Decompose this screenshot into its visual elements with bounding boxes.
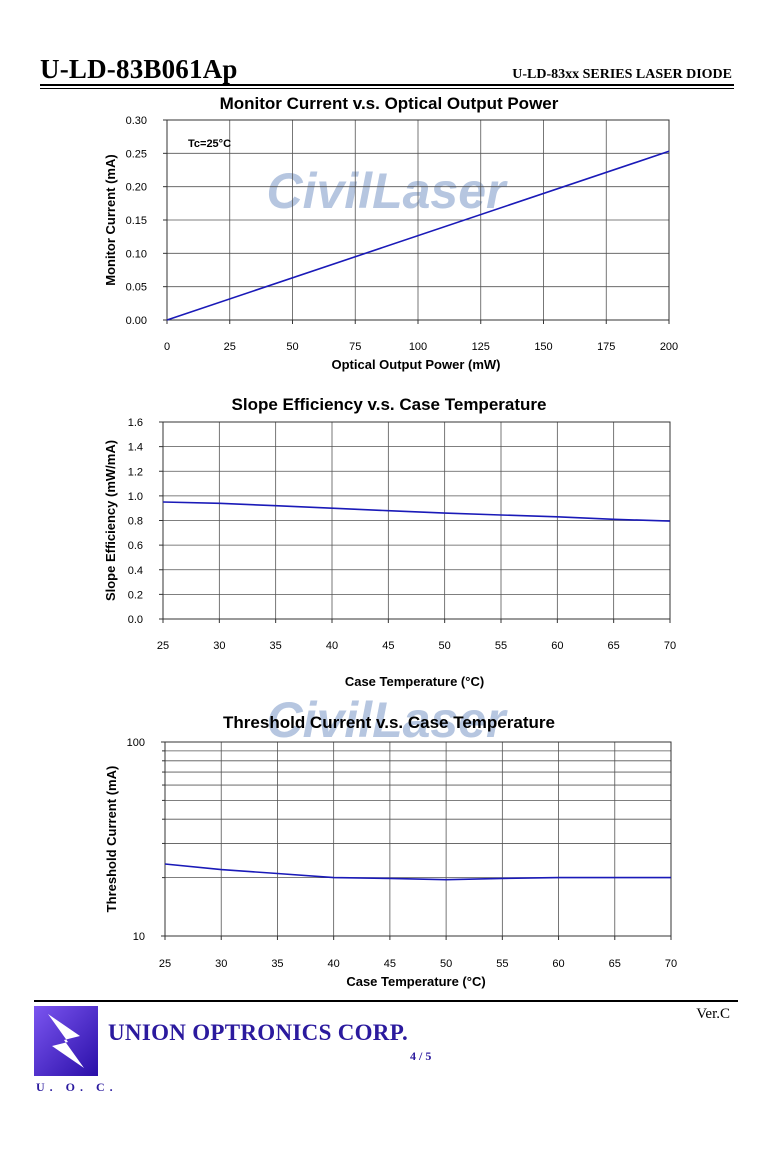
chart-title: Threshold Current v.s. Case Temperature xyxy=(223,713,555,732)
x-tick-label: 200 xyxy=(660,341,678,353)
x-tick-label: 50 xyxy=(286,341,298,353)
watermark-text: CivilLaser xyxy=(266,163,508,219)
x-tick-label: 65 xyxy=(608,640,620,652)
x-tick-label: 175 xyxy=(597,341,615,353)
x-tick-label: 25 xyxy=(159,958,171,970)
logo-text: U. O. C. xyxy=(36,1080,118,1094)
x-tick-label: 125 xyxy=(472,341,490,353)
x-tick-label: 45 xyxy=(384,958,396,970)
x-tick-label: 100 xyxy=(409,341,427,353)
x-tick-label: 150 xyxy=(534,341,552,353)
y-tick-label: 100 xyxy=(127,737,145,749)
page-number: 4 / 5 xyxy=(410,1049,432,1063)
grid xyxy=(166,119,670,321)
y-tick-label: 1.2 xyxy=(128,466,143,478)
x-axis-label: Case Temperature (°C) xyxy=(346,974,485,989)
y-tick-label: 0.25 xyxy=(126,148,147,160)
document-model-title: U-LD-83B061Ap xyxy=(40,54,238,84)
y-tick-label: 1.4 xyxy=(128,442,143,454)
company-name: UNION OPTRONICS CORP. xyxy=(108,1020,409,1045)
slope-efficiency-chart: 25 30 35 40 45 50 55 60 65 70 0.0 0.2 0.4 0.6 0.8 1.0 1.… xyxy=(103,395,676,689)
y-axis-label: Threshold Current (mA) xyxy=(104,766,119,913)
x-tick-label: 40 xyxy=(328,958,340,970)
x-tick-label: 60 xyxy=(551,640,563,652)
x-tick-label: 55 xyxy=(495,640,507,652)
chart-title: Monitor Current v.s. Optical Output Powe… xyxy=(220,94,559,113)
x-tick-label: 45 xyxy=(382,640,394,652)
y-tick-label: 0.8 xyxy=(128,516,143,528)
x-axis-label: Case Temperature (°C) xyxy=(345,674,484,689)
version-label: Ver.C xyxy=(696,1006,730,1022)
y-tick-label: 0.0 xyxy=(128,614,143,626)
y-tick-label: 0.20 xyxy=(126,182,147,194)
x-axis-label: Optical Output Power (mW) xyxy=(332,357,501,372)
series-line xyxy=(166,150,670,321)
y-tick-label: 0.30 xyxy=(126,115,147,127)
y-tick-label: 0.15 xyxy=(126,215,147,227)
x-tick-label: 40 xyxy=(326,640,338,652)
y-tick-label: 0.2 xyxy=(128,589,143,601)
condition-annotation: Tc=25°C xyxy=(188,138,231,150)
y-tick-label: 1.0 xyxy=(128,491,143,503)
series-line xyxy=(162,501,671,522)
series-line xyxy=(164,863,671,881)
y-tick-label: 0.10 xyxy=(126,248,147,260)
x-tick-label: 50 xyxy=(440,958,452,970)
x-tick-label: 70 xyxy=(664,640,676,652)
x-tick-label: 50 xyxy=(439,640,451,652)
x-tick-label: 60 xyxy=(552,958,564,970)
footer-rule xyxy=(34,1000,738,1002)
threshold-current-chart: CivilLaser 25 30 35 40 45 50 55 60 65 70 10 100 Thres… xyxy=(104,692,677,989)
grid xyxy=(162,421,671,620)
plot-frame xyxy=(164,741,672,937)
document-series-title: U-LD-83xx SERIES LASER DIODE xyxy=(512,67,732,82)
x-tick-label: 25 xyxy=(224,341,236,353)
grid xyxy=(164,741,672,937)
x-tick-label: 55 xyxy=(496,958,508,970)
x-tick-label: 25 xyxy=(157,640,169,652)
watermark-text: CivilLaser xyxy=(266,692,508,748)
x-tick-label: 35 xyxy=(270,640,282,652)
y-tick-label: 0.4 xyxy=(128,565,143,577)
x-tick-label: 35 xyxy=(271,958,283,970)
x-tick-label: 70 xyxy=(665,958,677,970)
y-axis-label: Slope Efficiency (mW/mA) xyxy=(103,440,118,601)
y-tick-label: 0.00 xyxy=(126,315,147,327)
x-tick-label: 0 xyxy=(164,341,170,353)
y-tick-label: 1.6 xyxy=(128,417,143,429)
header-rule-thin xyxy=(40,88,734,89)
chart-title: Slope Efficiency v.s. Case Temperature xyxy=(232,395,547,414)
x-tick-label: 30 xyxy=(213,640,225,652)
monitor-current-chart: CivilLaser 0 25 50 75 100 125 150 175 200 0.00 0.05… xyxy=(103,94,678,372)
x-tick-label: 75 xyxy=(349,341,361,353)
y-tick-label: 10 xyxy=(133,931,145,943)
y-tick-label: 0.05 xyxy=(126,282,147,294)
header-rule xyxy=(40,84,734,86)
x-tick-label: 65 xyxy=(609,958,621,970)
uoc-logo-icon xyxy=(34,1006,98,1076)
x-tick-label: 30 xyxy=(215,958,227,970)
y-axis-label: Monitor Current (mA) xyxy=(103,154,118,285)
y-tick-label: 0.6 xyxy=(128,540,143,552)
